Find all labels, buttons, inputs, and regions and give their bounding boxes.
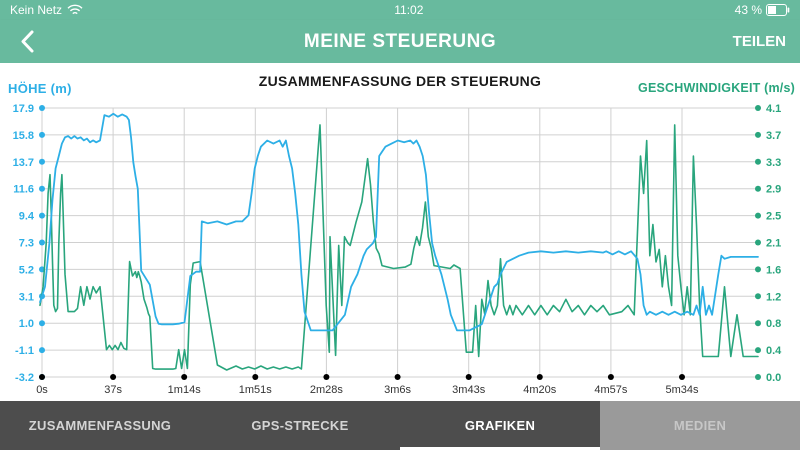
svg-text:17.9: 17.9 [13, 103, 34, 115]
svg-text:2m28s: 2m28s [310, 384, 344, 396]
svg-text:-1.1: -1.1 [15, 345, 34, 357]
svg-text:0.4: 0.4 [766, 345, 782, 357]
svg-text:-3.2: -3.2 [15, 372, 34, 384]
svg-text:15.8: 15.8 [13, 130, 34, 142]
svg-text:3.7: 3.7 [766, 130, 781, 142]
svg-text:11.6: 11.6 [13, 184, 34, 196]
svg-text:5m34s: 5m34s [665, 384, 699, 396]
svg-text:2.1: 2.1 [766, 238, 781, 250]
svg-text:37s: 37s [104, 384, 122, 396]
svg-text:3.3: 3.3 [766, 157, 781, 169]
svg-text:7.3: 7.3 [19, 238, 34, 250]
svg-text:9.4: 9.4 [19, 211, 35, 223]
svg-text:2.5: 2.5 [766, 211, 781, 223]
svg-text:0.0: 0.0 [766, 372, 781, 384]
svg-text:0s: 0s [36, 384, 48, 396]
svg-text:1m14s: 1m14s [168, 384, 202, 396]
svg-text:1.6: 1.6 [766, 264, 781, 276]
svg-text:0.8: 0.8 [766, 318, 781, 330]
svg-text:4m20s: 4m20s [523, 384, 557, 396]
svg-text:3m6s: 3m6s [384, 384, 411, 396]
svg-text:2.9: 2.9 [766, 184, 781, 196]
svg-text:4m57s: 4m57s [594, 384, 628, 396]
svg-text:4.1: 4.1 [766, 103, 781, 115]
svg-text:1m51s: 1m51s [239, 384, 273, 396]
svg-text:13.7: 13.7 [13, 157, 34, 169]
svg-text:3.1: 3.1 [19, 291, 34, 303]
svg-text:1.0: 1.0 [19, 318, 34, 330]
svg-text:1.2: 1.2 [766, 291, 781, 303]
svg-text:5.2: 5.2 [19, 264, 34, 276]
svg-text:3m43s: 3m43s [452, 384, 486, 396]
